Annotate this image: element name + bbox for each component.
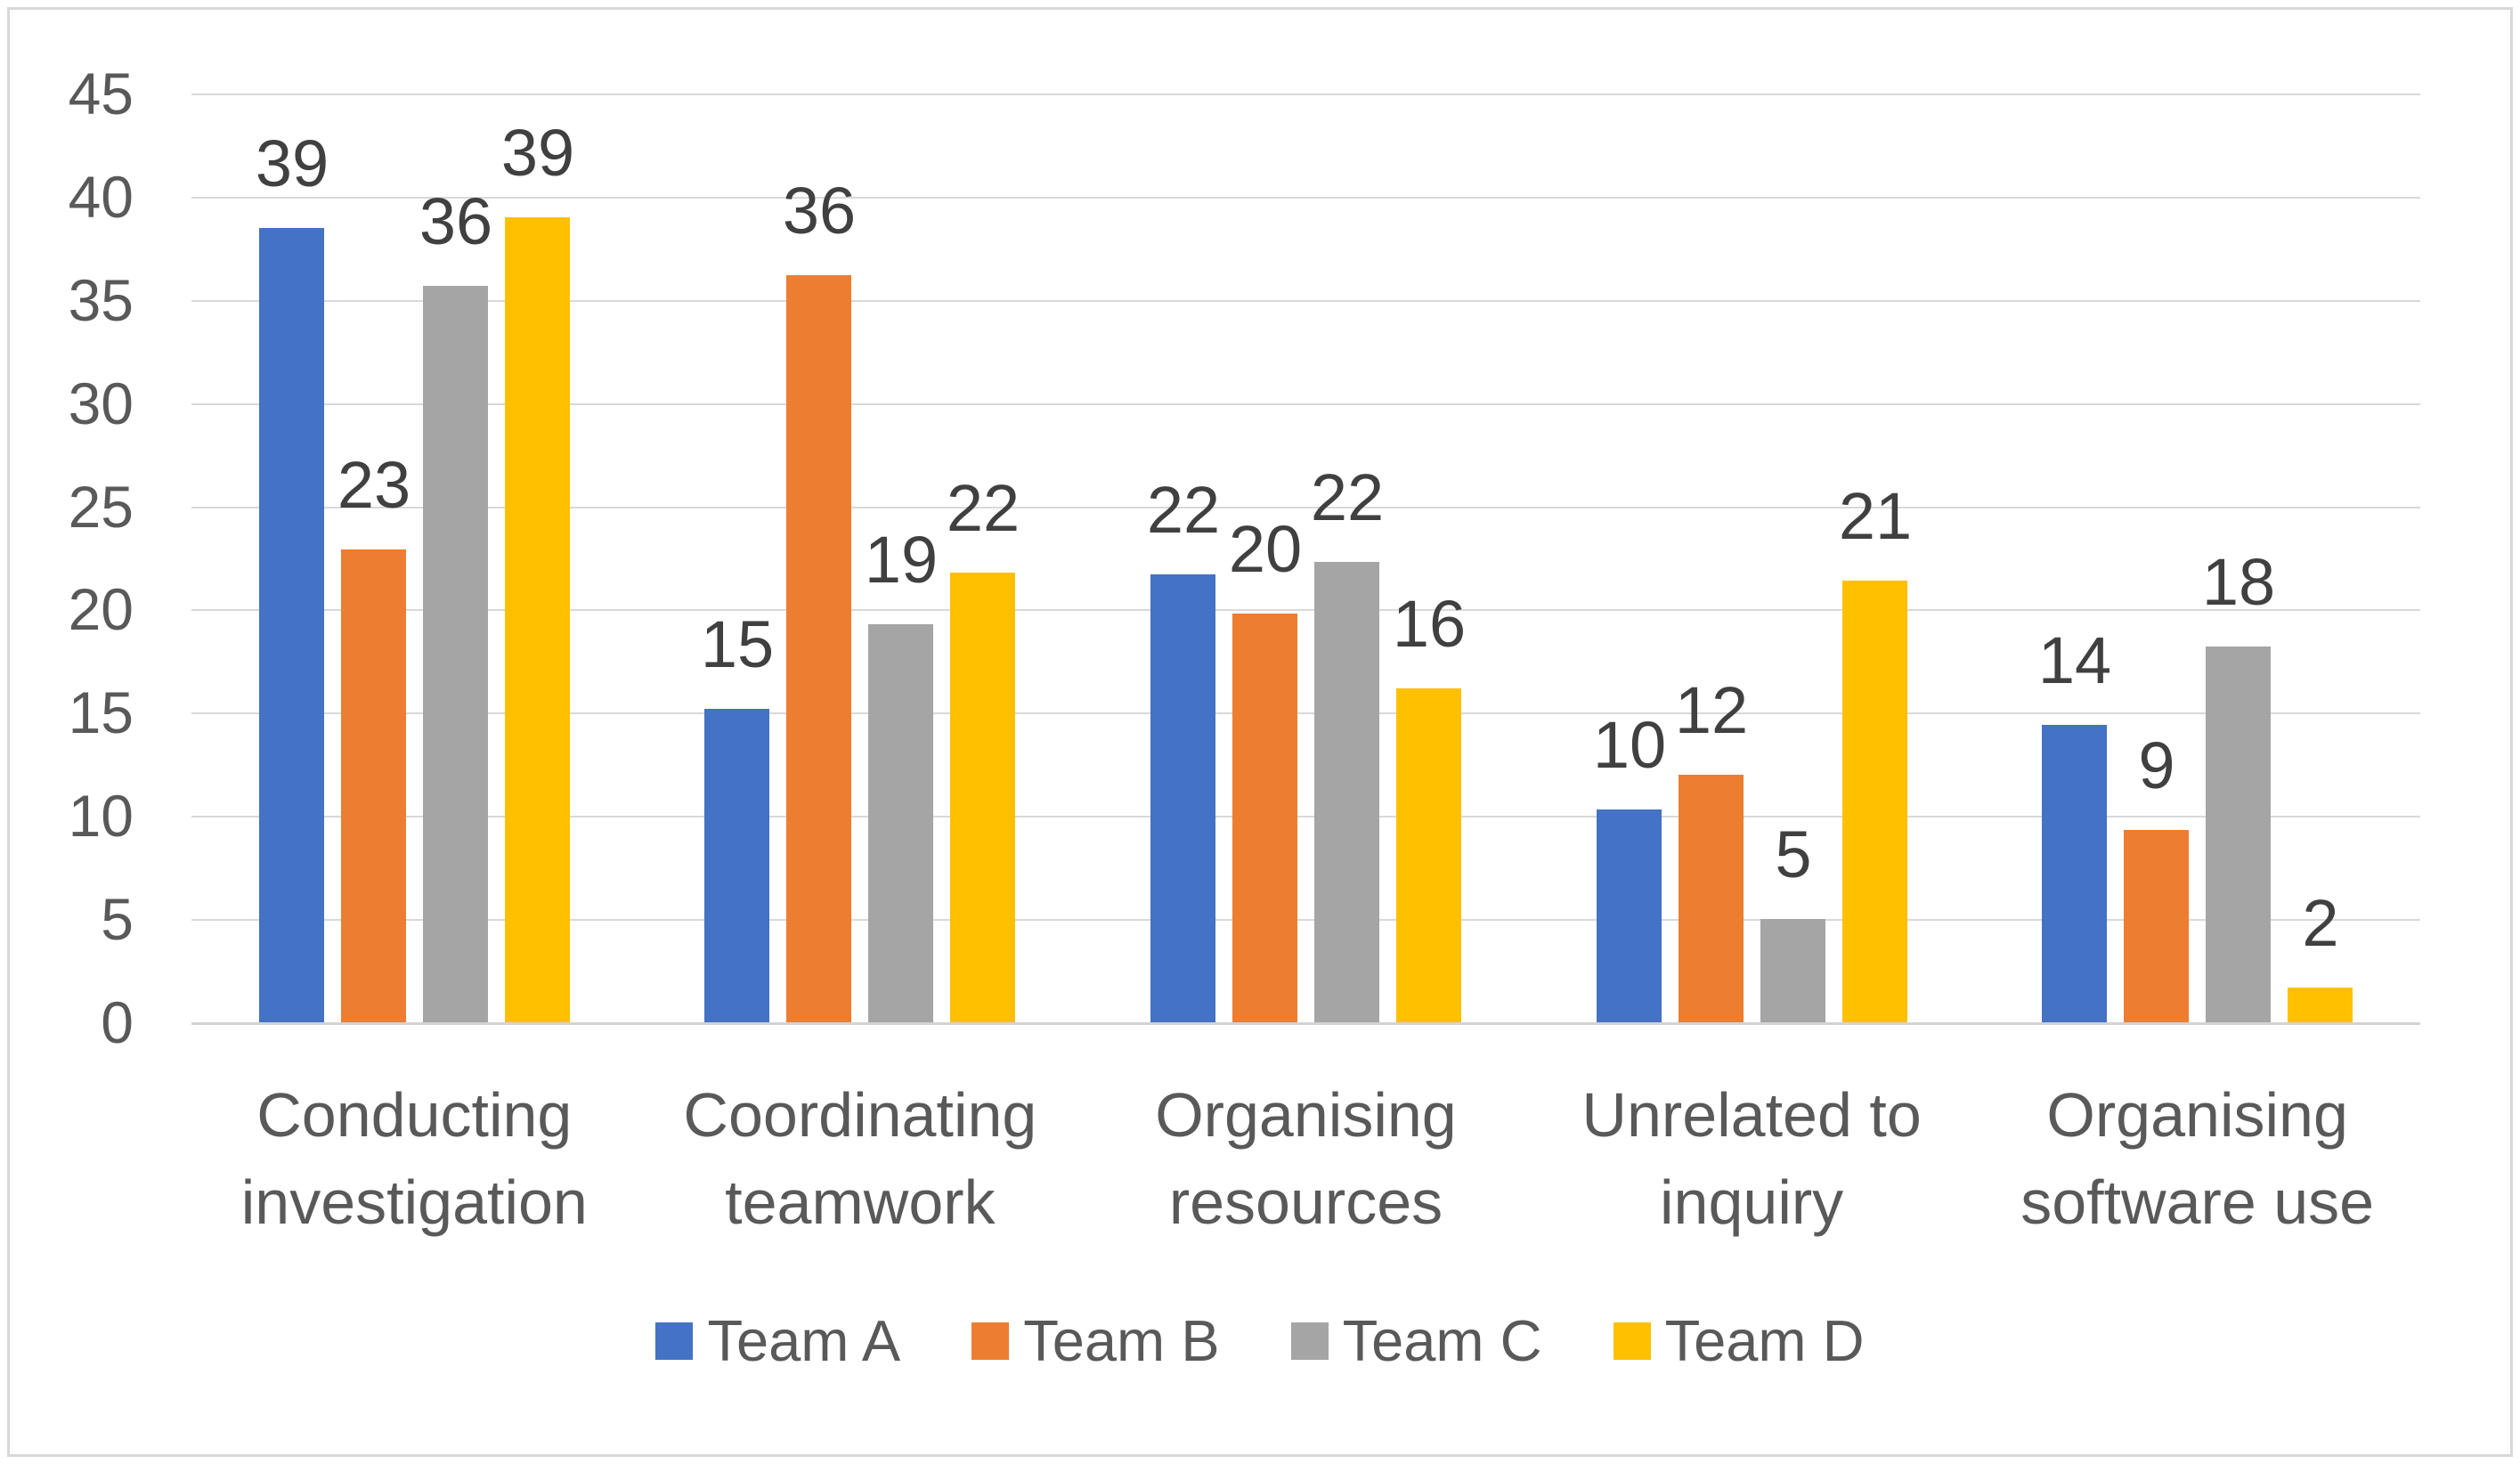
legend-item-team-c: Team C bbox=[1290, 1308, 1542, 1373]
y-axis-tick-label: 25 bbox=[68, 474, 134, 540]
bar-value-label: 39 bbox=[500, 116, 575, 190]
x-axis-category-label: Coordinating teamwork bbox=[683, 1080, 1037, 1237]
bar-value-label: 9 bbox=[2138, 728, 2175, 802]
legend-label: Team B bbox=[1023, 1308, 1220, 1373]
bar-value-label: 39 bbox=[255, 126, 329, 200]
bar-value-label: 22 bbox=[1310, 460, 1385, 534]
y-axis-tick-label: 45 bbox=[68, 61, 134, 126]
bar-value-label: 10 bbox=[1592, 708, 1667, 782]
legend-swatch-icon bbox=[655, 1322, 694, 1360]
gridline bbox=[191, 919, 2420, 921]
bar-value-label: 20 bbox=[1228, 512, 1303, 586]
y-axis-tick-label: 30 bbox=[68, 370, 134, 436]
bar-value-label: 36 bbox=[419, 184, 493, 258]
gridline bbox=[191, 609, 2420, 611]
y-axis-tick-label: 40 bbox=[68, 164, 134, 230]
legend-swatch-icon bbox=[971, 1322, 1010, 1360]
bar-team-b-1 bbox=[341, 549, 406, 1022]
legend-item-team-a: Team A bbox=[655, 1309, 900, 1373]
bar-team-a-4 bbox=[1597, 809, 1662, 1022]
y-axis-tick-label: 5 bbox=[101, 886, 134, 952]
gridline bbox=[191, 712, 2420, 714]
bar-team-d-3 bbox=[1396, 688, 1461, 1022]
bar-team-b-4 bbox=[1679, 775, 1744, 1022]
bar-value-label: 12 bbox=[1674, 673, 1749, 747]
y-axis-tick-label: 20 bbox=[68, 576, 134, 642]
bar-team-c-3 bbox=[1314, 562, 1379, 1022]
bar-team-d-4 bbox=[1842, 581, 1907, 1022]
bar-team-a-1 bbox=[259, 228, 324, 1022]
legend-swatch-icon bbox=[1613, 1322, 1651, 1360]
x-axis-category-label: Organising software use bbox=[2020, 1080, 2375, 1237]
bar-team-d-2 bbox=[950, 573, 1015, 1022]
y-axis-tick-label: 10 bbox=[68, 783, 134, 849]
legend-label: Team A bbox=[707, 1308, 901, 1373]
gridline bbox=[191, 403, 2420, 405]
gridline bbox=[191, 507, 2420, 508]
legend-label: Team C bbox=[1342, 1308, 1542, 1373]
bar-value-label: 22 bbox=[946, 471, 1020, 545]
bar-value-label: 16 bbox=[1392, 587, 1467, 661]
x-axis-category-labels: Conducting investigation Coordinating teamw… bbox=[191, 1071, 2420, 1246]
x-axis-category-label: Conducting investigation bbox=[240, 1080, 588, 1237]
legend: Team A Team B Team C Team D bbox=[0, 1309, 2520, 1373]
legend-swatch-icon bbox=[1290, 1322, 1329, 1360]
plot-area: 39 23 36 39 15 36 19 22 22 20 22 16 10 12 5 21 14 9 18 2 bbox=[191, 94, 2420, 1025]
gridline bbox=[191, 300, 2420, 302]
bar-value-label: 15 bbox=[700, 607, 775, 681]
bar-value-label: 21 bbox=[1838, 479, 1913, 553]
bar-value-label: 5 bbox=[1775, 817, 1812, 891]
legend-label: Team D bbox=[1664, 1308, 1865, 1373]
bar-team-a-5 bbox=[2042, 725, 2107, 1022]
x-axis-category-label: Unrelated to inquiry bbox=[1581, 1080, 1922, 1237]
y-axis-tick-label: 0 bbox=[101, 989, 134, 1055]
bar-team-d-1 bbox=[505, 217, 570, 1022]
bar-team-c-1 bbox=[423, 286, 488, 1022]
bar-team-d-5 bbox=[2288, 988, 2353, 1022]
legend-item-team-d: Team D bbox=[1613, 1308, 1865, 1373]
bar-value-label: 14 bbox=[2037, 623, 2112, 697]
bar-team-c-4 bbox=[1760, 919, 1825, 1022]
bar-value-label: 18 bbox=[2201, 545, 2276, 619]
bar-value-label: 19 bbox=[864, 523, 939, 597]
bar-value-label: 23 bbox=[337, 448, 411, 522]
gridline bbox=[191, 816, 2420, 817]
bar-value-label: 2 bbox=[2302, 886, 2339, 960]
y-axis-tick-label: 35 bbox=[68, 267, 134, 333]
legend-item-team-b: Team B bbox=[971, 1308, 1220, 1373]
bar-team-c-2 bbox=[868, 624, 933, 1022]
bar-team-b-2 bbox=[786, 275, 851, 1022]
gridline bbox=[191, 197, 2420, 199]
bar-value-label: 22 bbox=[1146, 473, 1221, 547]
gridline bbox=[191, 94, 2420, 95]
bar-team-a-3 bbox=[1150, 574, 1215, 1022]
bar-value-label: 36 bbox=[782, 174, 857, 248]
x-axis-category-label: Organising resources bbox=[1155, 1080, 1457, 1237]
bar-team-a-2 bbox=[704, 709, 769, 1022]
bar-team-b-3 bbox=[1232, 614, 1297, 1022]
y-axis-tick-label: 15 bbox=[68, 679, 134, 745]
bar-team-c-5 bbox=[2206, 647, 2271, 1022]
bar-team-b-5 bbox=[2124, 830, 2189, 1022]
x-axis-baseline bbox=[191, 1022, 2420, 1025]
